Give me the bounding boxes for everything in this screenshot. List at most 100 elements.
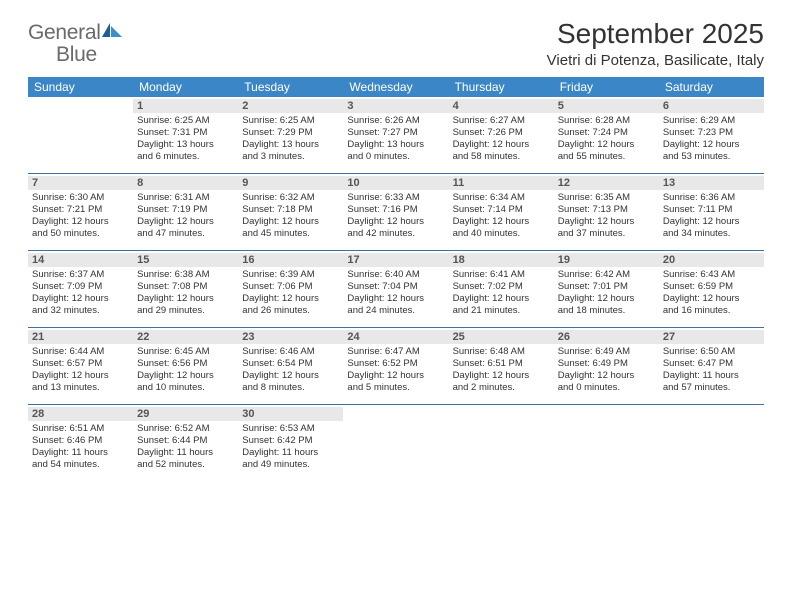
day-detail-line: Daylight: 12 hours — [242, 216, 339, 228]
day-detail-line: Sunset: 7:14 PM — [453, 204, 550, 216]
day-cell: 22Sunrise: 6:45 AMSunset: 6:56 PMDayligh… — [133, 328, 238, 404]
day-detail-line: and 40 minutes. — [453, 228, 550, 240]
week-row: 21Sunrise: 6:44 AMSunset: 6:57 PMDayligh… — [28, 328, 764, 405]
day-details: Sunrise: 6:41 AMSunset: 7:02 PMDaylight:… — [453, 269, 550, 318]
day-cell — [28, 97, 133, 173]
day-detail-line: Sunrise: 6:29 AM — [663, 115, 760, 127]
day-detail-line: and 53 minutes. — [663, 151, 760, 163]
day-number: 14 — [28, 253, 133, 267]
day-detail-line: Sunrise: 6:33 AM — [347, 192, 444, 204]
day-detail-line: Sunrise: 6:28 AM — [558, 115, 655, 127]
day-details: Sunrise: 6:44 AMSunset: 6:57 PMDaylight:… — [32, 346, 129, 395]
week-row: 7Sunrise: 6:30 AMSunset: 7:21 PMDaylight… — [28, 174, 764, 251]
day-detail-line: Sunrise: 6:41 AM — [453, 269, 550, 281]
title-block: September 2025 Vietri di Potenza, Basili… — [547, 18, 764, 69]
day-detail-line: Sunrise: 6:45 AM — [137, 346, 234, 358]
day-detail-line: Daylight: 11 hours — [32, 447, 129, 459]
day-detail-line: and 5 minutes. — [347, 382, 444, 394]
day-details: Sunrise: 6:32 AMSunset: 7:18 PMDaylight:… — [242, 192, 339, 241]
day-cell: 1Sunrise: 6:25 AMSunset: 7:31 PMDaylight… — [133, 97, 238, 173]
day-cell: 8Sunrise: 6:31 AMSunset: 7:19 PMDaylight… — [133, 174, 238, 250]
day-cell: 29Sunrise: 6:52 AMSunset: 6:44 PMDayligh… — [133, 405, 238, 481]
day-details: Sunrise: 6:49 AMSunset: 6:49 PMDaylight:… — [558, 346, 655, 395]
day-detail-line: Daylight: 12 hours — [137, 216, 234, 228]
dow-cell: Thursday — [449, 77, 554, 97]
day-details: Sunrise: 6:37 AMSunset: 7:09 PMDaylight:… — [32, 269, 129, 318]
day-detail-line: Sunrise: 6:49 AM — [558, 346, 655, 358]
day-details: Sunrise: 6:46 AMSunset: 6:54 PMDaylight:… — [242, 346, 339, 395]
day-number: 6 — [659, 99, 764, 113]
day-detail-line: Daylight: 12 hours — [558, 293, 655, 305]
day-number: 4 — [449, 99, 554, 113]
day-detail-line: Sunrise: 6:51 AM — [32, 423, 129, 435]
day-detail-line: and 16 minutes. — [663, 305, 760, 317]
day-details: Sunrise: 6:48 AMSunset: 6:51 PMDaylight:… — [453, 346, 550, 395]
week-row: 14 Sunrise: 6:37 AMSunset: 7:09 PMDayligh… — [28, 251, 764, 328]
day-detail-line: Sunrise: 6:48 AM — [453, 346, 550, 358]
month-title: September 2025 — [547, 18, 764, 50]
calendar-page: General Blue September 2025 Vietri di Po… — [0, 0, 792, 493]
day-detail-line: Sunrise: 6:50 AM — [663, 346, 760, 358]
day-number — [28, 99, 133, 113]
day-detail-line: Sunrise: 6:53 AM — [242, 423, 339, 435]
location: Vietri di Potenza, Basilicate, Italy — [547, 52, 764, 69]
day-number: 13 — [659, 176, 764, 190]
day-details: Sunrise: 6:26 AMSunset: 7:27 PMDaylight:… — [347, 115, 444, 164]
day-cell: 25Sunrise: 6:48 AMSunset: 6:51 PMDayligh… — [449, 328, 554, 404]
day-number — [343, 407, 448, 421]
day-detail-line: Daylight: 12 hours — [242, 370, 339, 382]
day-detail-line: Daylight: 12 hours — [242, 293, 339, 305]
day-number: 12 — [554, 176, 659, 190]
weeks-container: 1Sunrise: 6:25 AMSunset: 7:31 PMDaylight… — [28, 97, 764, 481]
week-row: 28Sunrise: 6:51 AMSunset: 6:46 PMDayligh… — [28, 405, 764, 481]
day-detail-line: Sunset: 7:26 PM — [453, 127, 550, 139]
day-detail-line: Sunrise: 6:26 AM — [347, 115, 444, 127]
day-detail-line: Daylight: 12 hours — [453, 370, 550, 382]
day-detail-line: and 37 minutes. — [558, 228, 655, 240]
day-number: 15 — [133, 253, 238, 267]
day-detail-line: and 42 minutes. — [347, 228, 444, 240]
day-details: Sunrise: 6:39 AMSunset: 7:06 PMDaylight:… — [242, 269, 339, 318]
day-detail-line: Daylight: 12 hours — [663, 293, 760, 305]
day-details: Sunrise: 6:29 AMSunset: 7:23 PMDaylight:… — [663, 115, 760, 164]
dow-cell: Saturday — [659, 77, 764, 97]
day-cell — [659, 405, 764, 481]
day-detail-line: and 34 minutes. — [663, 228, 760, 240]
logo-word1: General — [28, 21, 101, 44]
day-cell: 4Sunrise: 6:27 AMSunset: 7:26 PMDaylight… — [449, 97, 554, 173]
day-number: 9 — [238, 176, 343, 190]
day-detail-line: Sunrise: 6:31 AM — [137, 192, 234, 204]
day-details: Sunrise: 6:33 AMSunset: 7:16 PMDaylight:… — [347, 192, 444, 241]
day-number: 7 — [28, 176, 133, 190]
day-detail-line: Daylight: 12 hours — [32, 370, 129, 382]
day-detail-line: Sunrise: 6:32 AM — [242, 192, 339, 204]
day-number: 10 — [343, 176, 448, 190]
week-row: 1Sunrise: 6:25 AMSunset: 7:31 PMDaylight… — [28, 97, 764, 174]
day-cell: 20Sunrise: 6:43 AMSunset: 6:59 PMDayligh… — [659, 251, 764, 327]
day-detail-line: Sunrise: 6:52 AM — [137, 423, 234, 435]
day-detail-line: and 47 minutes. — [137, 228, 234, 240]
day-detail-line: Sunset: 6:46 PM — [32, 435, 129, 447]
day-number — [659, 407, 764, 421]
day-detail-line: and 50 minutes. — [32, 228, 129, 240]
day-detail-line: Daylight: 11 hours — [242, 447, 339, 459]
day-number: 23 — [238, 330, 343, 344]
day-detail-line: Daylight: 11 hours — [663, 370, 760, 382]
day-detail-line: Daylight: 13 hours — [347, 139, 444, 151]
day-detail-line: and 0 minutes. — [347, 151, 444, 163]
day-detail-line: Sunset: 7:23 PM — [663, 127, 760, 139]
day-number: 22 — [133, 330, 238, 344]
dow-cell: Monday — [133, 77, 238, 97]
day-details: Sunrise: 6:42 AMSunset: 7:01 PMDaylight:… — [558, 269, 655, 318]
day-details: Sunrise: 6:51 AMSunset: 6:46 PMDaylight:… — [32, 423, 129, 472]
day-number: 30 — [238, 407, 343, 421]
day-detail-line: Daylight: 13 hours — [242, 139, 339, 151]
day-details: Sunrise: 6:36 AMSunset: 7:11 PMDaylight:… — [663, 192, 760, 241]
day-detail-line: Sunrise: 6:35 AM — [558, 192, 655, 204]
day-detail-line: Daylight: 12 hours — [137, 293, 234, 305]
day-detail-line: Daylight: 12 hours — [347, 370, 444, 382]
day-detail-line: Daylight: 13 hours — [137, 139, 234, 151]
day-detail-line: Daylight: 12 hours — [347, 216, 444, 228]
day-number: 20 — [659, 253, 764, 267]
logo-text-block: General Blue — [28, 22, 123, 66]
